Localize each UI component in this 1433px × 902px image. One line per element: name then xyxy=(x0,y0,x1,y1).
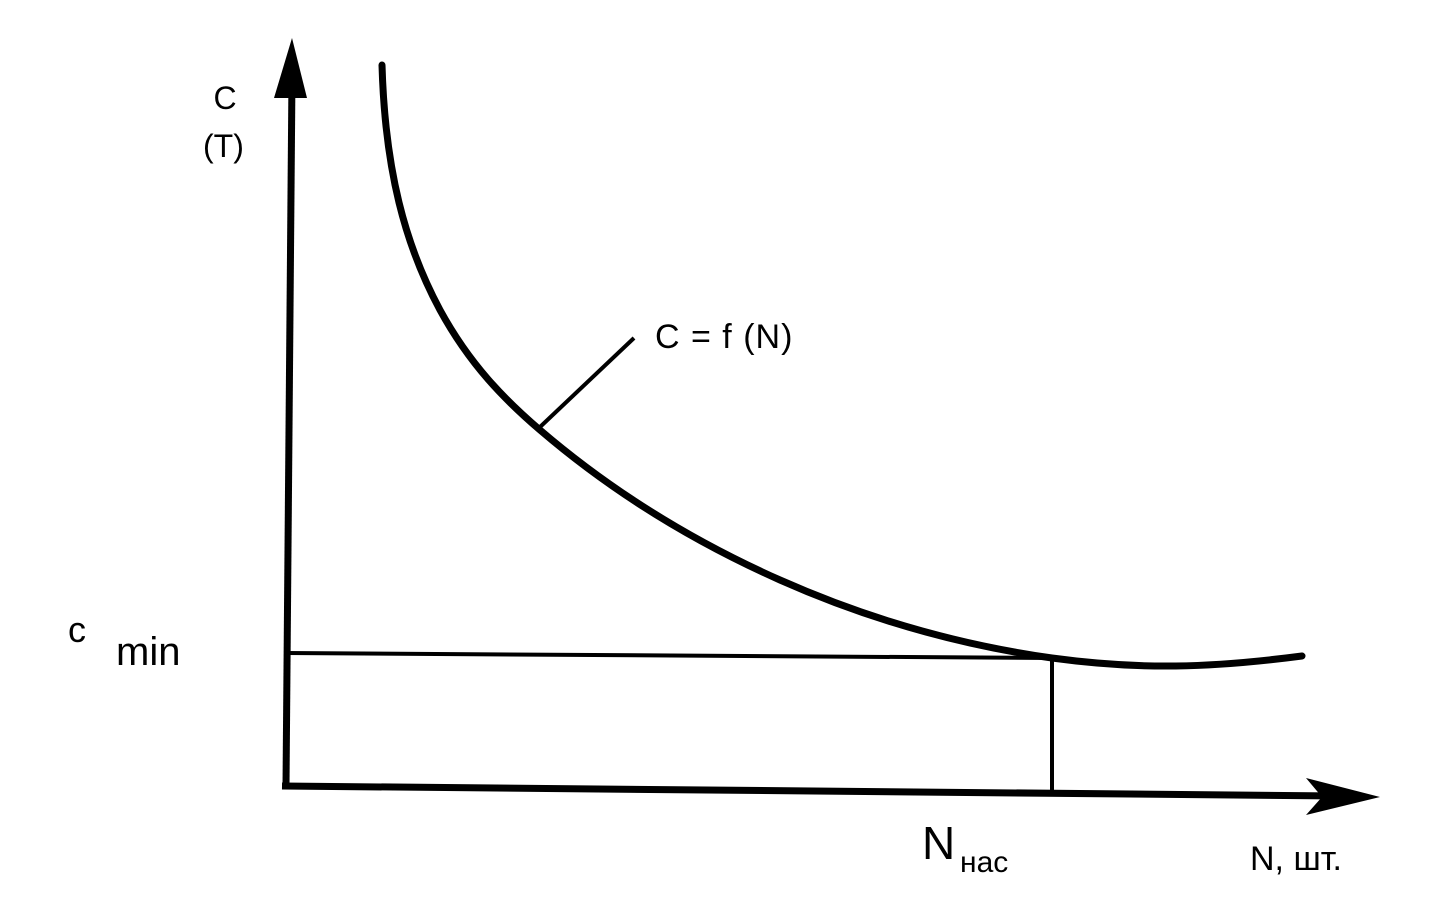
n-sat-symbol: N xyxy=(922,817,956,869)
y-axis-unit: (T) xyxy=(203,128,244,164)
cost-curve xyxy=(378,61,1306,670)
x-axis-line xyxy=(281,782,1341,800)
c-min-subscript: min xyxy=(116,630,181,674)
curve-label: C = f (N) xyxy=(655,318,794,356)
c-min-symbol: c xyxy=(68,609,86,650)
c-min-line xyxy=(285,651,1053,660)
y-axis-label: C xyxy=(213,80,237,116)
x-axis-label: N, шт. xyxy=(1250,840,1342,878)
n-sat-subscript: нас xyxy=(960,846,1009,879)
y-axis-arrowhead xyxy=(274,38,307,98)
curve-leader-line xyxy=(538,336,636,429)
x-axis-arrowhead xyxy=(1306,778,1380,815)
y-axis-line xyxy=(282,74,296,787)
